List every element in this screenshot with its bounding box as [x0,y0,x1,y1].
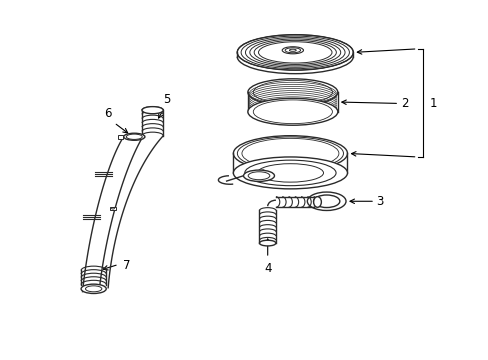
Ellipse shape [81,284,106,293]
Ellipse shape [233,136,347,171]
Bar [233,152,347,173]
Ellipse shape [259,240,275,246]
Ellipse shape [237,35,352,70]
Text: 2: 2 [401,97,408,110]
Text: 6: 6 [104,107,112,120]
Ellipse shape [247,98,337,125]
Bar [109,207,116,210]
Text: 5: 5 [163,93,170,105]
Ellipse shape [313,197,321,207]
Bar [247,92,337,112]
Bar [118,135,123,139]
Ellipse shape [289,49,296,51]
Ellipse shape [243,170,274,181]
Text: 4: 4 [264,261,271,275]
Ellipse shape [247,79,337,106]
Ellipse shape [282,47,303,54]
Ellipse shape [307,192,346,211]
Text: 3: 3 [376,195,383,208]
Ellipse shape [123,133,144,140]
Text: 1: 1 [428,97,436,110]
Text: 7: 7 [122,258,130,271]
Ellipse shape [142,107,163,114]
Ellipse shape [233,157,347,189]
